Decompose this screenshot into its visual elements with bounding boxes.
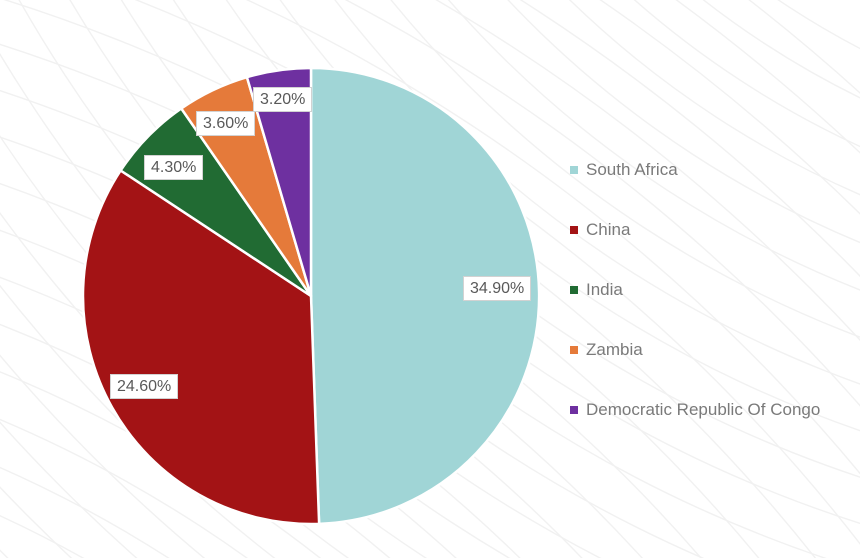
legend-item-china: China [570,220,820,240]
legend-swatch-drc [570,406,578,414]
legend-item-zambia: Zambia [570,340,820,360]
slice-label-south-africa: 34.90% [463,276,532,301]
legend-swatch-india [570,286,578,294]
pie-slice-china [81,169,321,526]
legend-swatch-china [570,226,578,234]
legend-label-south-africa: South Africa [586,160,678,179]
pie-slice-south-africa [309,66,541,526]
legend-item-drc: Democratic Republic Of Congo [570,400,820,420]
slice-label-india: 4.30% [144,155,204,180]
legend-item-south-africa: South Africa [570,160,820,180]
legend-label-china: China [586,220,631,239]
pie-slice-democratic-republic-of-congo [245,66,313,298]
slice-label-zambia: 3.60% [196,111,256,136]
legend-swatch-zambia [570,346,578,354]
legend-item-india: India [570,280,820,300]
slice-label-drc: 3.20% [253,87,313,112]
legend-label-zambia: Zambia [586,340,643,359]
legend-label-india: India [586,280,623,299]
slice-label-china: 24.60% [110,374,179,399]
legend-label-drc: Democratic Republic Of Congo [586,400,821,419]
legend-swatch-south-africa [570,166,578,174]
legend: South Africa China India Zambia Democrat… [570,160,820,460]
